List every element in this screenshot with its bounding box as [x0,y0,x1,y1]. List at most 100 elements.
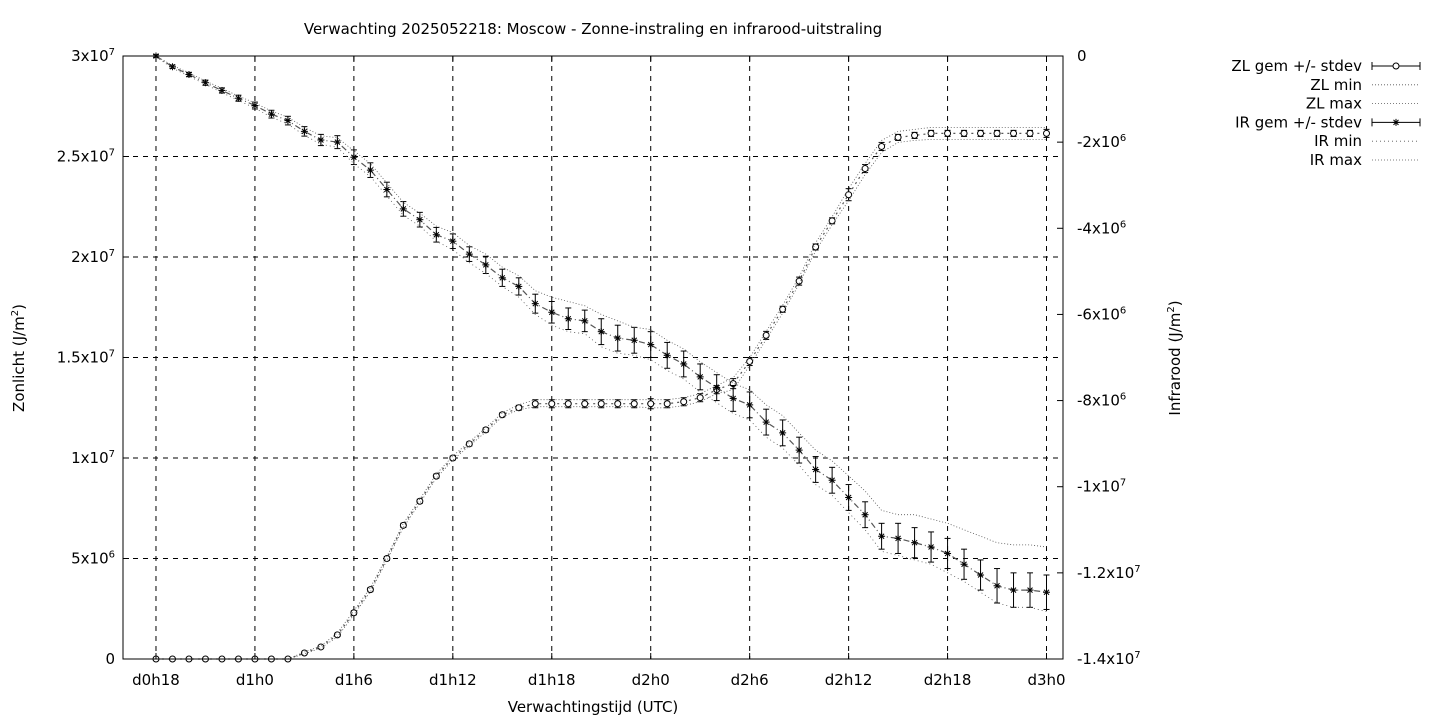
y-tick-label-left: 2x107 [71,248,115,266]
series-5 [155,55,1047,548]
data-point [647,400,655,408]
data-point [350,609,358,617]
data-point [1010,129,1018,137]
data-point [581,317,589,325]
legend-marker [1392,62,1400,70]
data-point [861,165,869,173]
data-point [548,400,556,408]
y-tick-label-right: -4x106 [1077,219,1126,237]
series-layer [152,52,1051,663]
legend-label: ZL max [1306,95,1362,113]
series-3 [152,52,1051,610]
data-point [416,216,424,224]
data-point [465,440,473,448]
data-point [300,127,308,135]
legend-label: IR max [1310,151,1362,169]
data-point [746,358,754,366]
data-point [630,400,638,408]
data-point [1026,129,1034,137]
data-point [845,191,853,199]
y-tick-label-right: 0 [1077,47,1087,65]
data-point [548,308,556,316]
data-point [498,274,506,282]
data-point [647,341,655,349]
data-point [515,404,523,412]
x-tick-label: d1h12 [429,671,477,689]
data-point [614,400,622,408]
x-tick-label: d1h6 [335,671,373,689]
data-point [597,328,605,336]
data-point [812,465,820,473]
data-point [845,493,853,501]
data-point [630,336,638,344]
data-point [993,582,1001,590]
y-tick-label-left: 2.5x107 [57,148,115,166]
data-point [1026,586,1034,594]
data-point [960,560,968,568]
data-point [878,532,886,540]
data-point [564,400,572,408]
data-point [465,250,473,258]
y-tick-label-left: 3x107 [71,47,115,65]
data-point [498,411,506,419]
series-line [155,56,1047,612]
data-point [729,394,737,402]
data-point [680,360,688,368]
series-line [156,138,1047,660]
y-tick-label-left: 5x106 [71,550,115,568]
x-tick-label: d3h0 [1027,671,1065,689]
data-point [1043,588,1051,596]
data-point [1010,586,1018,594]
legend-label: ZL gem +/- stdev [1231,57,1362,75]
series-line [155,55,1047,548]
data-point [663,400,671,408]
data-point [762,418,770,426]
data-point [927,129,935,137]
data-point [531,400,539,408]
y-tick-label-right: -1x107 [1077,478,1126,496]
data-point [317,136,325,144]
data-point [581,400,589,408]
data-point [333,631,341,639]
data-point [218,86,226,94]
data-point [383,555,391,562]
series-2 [156,127,1047,660]
data-point [977,571,985,579]
data-point [927,543,935,551]
data-point [432,472,440,480]
data-point [663,351,671,359]
data-point [861,511,869,519]
data-point [977,129,985,137]
data-point [944,549,952,557]
x-tick-label: d2h6 [731,671,769,689]
y-tick-label-right: -6x106 [1077,305,1126,323]
axes: d0h18 d1h0 d1h6 d1h12 d1h18 d2h0 d2h6 d2h12 d2h1… [57,47,1141,689]
data-point [449,454,457,462]
data-point [267,110,275,118]
data-point [564,315,572,323]
data-point [383,186,391,194]
data-point [366,586,374,594]
series-0 [152,128,1051,663]
y-tick-label-right: -1.4x107 [1077,650,1141,668]
data-point [812,243,820,251]
y-axis-label-right: Infrarood (J/m2) [1166,300,1184,415]
data-point [894,534,902,542]
data-point [1043,129,1051,137]
x-tick-label: d2h0 [632,671,670,689]
series-1 [156,138,1047,660]
data-point [614,334,622,342]
data-point [416,497,424,505]
data-point [449,237,457,245]
data-point [696,394,704,402]
data-point [944,129,952,137]
legend-label: ZL min [1310,76,1362,94]
y-tick-label-right: -1.2x107 [1077,564,1141,582]
data-point [185,71,193,79]
data-point [894,133,902,141]
data-point [284,117,292,125]
legend-marker [1392,118,1400,126]
data-point [828,476,836,484]
x-axis-label: Verwachtingstijd (UTC) [508,698,679,716]
